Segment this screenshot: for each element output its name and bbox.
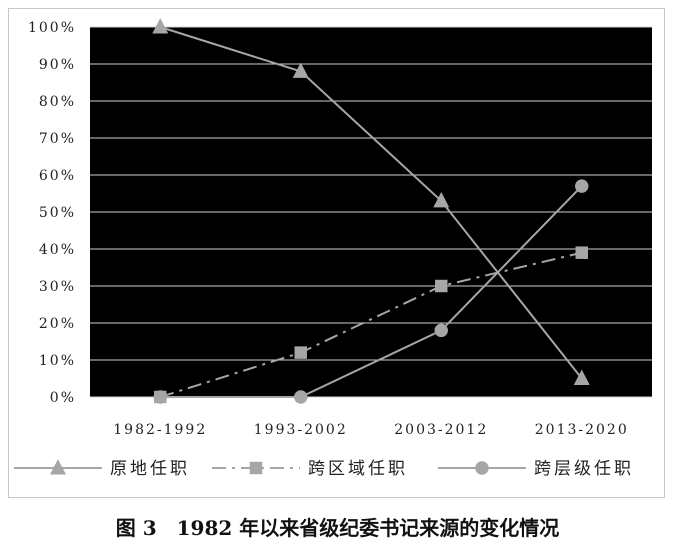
y-tick-label: 10% [39, 353, 76, 369]
figure-caption: 图 3 1982 年以来省级纪委书记来源的变化情况 [115, 516, 560, 540]
x-tick-label: 2013-2020 [535, 422, 629, 438]
y-tick-label: 20% [39, 316, 76, 332]
data-point-circle [434, 323, 448, 338]
legend: 原地任职 跨区域任职 跨层级任职 [14, 459, 634, 479]
x-axis: 1982-1992 1993-2002 2003-2012 2013-2020 [113, 422, 629, 438]
data-point-circle [575, 179, 589, 193]
x-tick-label: 1993-2002 [254, 422, 348, 438]
data-point-circle [294, 390, 308, 404]
series-1 [152, 18, 590, 385]
legend-label: 跨层级任职 [534, 459, 634, 479]
legend-item: 跨层级任职 [438, 459, 634, 479]
y-tick-label: 80% [39, 94, 76, 110]
legend-item: 跨区域任职 [212, 459, 408, 479]
data-point-triangle [292, 62, 309, 78]
x-tick-label: 2003-2012 [394, 422, 488, 438]
series-line [159, 251, 582, 398]
y-axis: 0% 10% 20% 30% 40% 50% 60% 70% 80% 90% 100% [28, 20, 76, 406]
series-3 [153, 179, 589, 404]
data-point-square [575, 246, 588, 259]
y-tick-label: 70% [39, 131, 76, 147]
legend-label: 原地任职 [110, 459, 190, 479]
y-tick-label: 100% [28, 20, 76, 36]
data-point-triangle [573, 369, 590, 385]
x-tick-label: 1982-1992 [113, 422, 207, 438]
legend-marker-triangle [50, 459, 66, 475]
data-point-square [435, 279, 448, 293]
y-tick-label: 50% [39, 205, 76, 221]
chart-frame [8, 8, 665, 498]
legend-label: 跨区域任职 [308, 459, 408, 479]
data-point-triangle [152, 18, 169, 34]
data-point-square [294, 346, 307, 359]
series-line [160, 185, 583, 398]
y-tick-label: 60% [39, 168, 76, 184]
y-tick-label: 40% [39, 242, 76, 258]
line-chart: 0% 10% 20% 30% 40% 50% 60% 70% 80% 90% 100% 1982-1… [14, 18, 652, 479]
y-tick-label: 0% [50, 390, 76, 406]
legend-marker-square [249, 461, 263, 475]
legend-marker-circle [475, 461, 489, 475]
data-point-triangle [433, 191, 450, 208]
legend-item: 原地任职 [14, 459, 190, 479]
y-tick-label: 30% [39, 279, 76, 295]
data-point-circle [153, 390, 167, 404]
series-line [159, 26, 583, 380]
y-tick-label: 90% [39, 57, 76, 73]
series-layer [152, 18, 590, 404]
